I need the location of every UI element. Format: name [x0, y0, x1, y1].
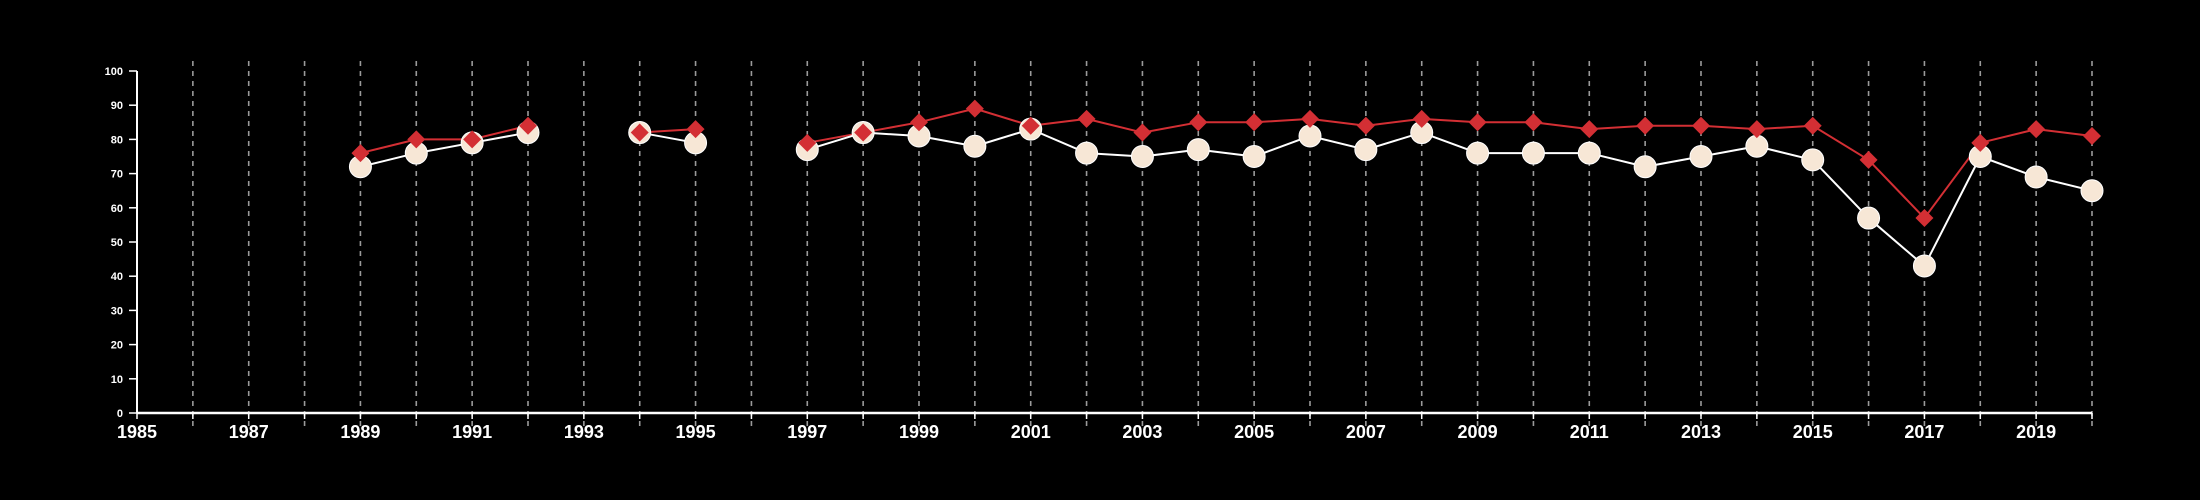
diamond-point-2009	[1468, 113, 1487, 132]
circle-point-2006	[1298, 124, 1322, 148]
x-tick-label-2003: 2003	[1122, 422, 1162, 442]
diamond-point-2014	[1747, 120, 1766, 139]
x-tick-label-2007: 2007	[1346, 422, 1386, 442]
y-tick-label-50: 50	[111, 237, 123, 249]
series-layer	[348, 99, 2104, 278]
diamond-point-2003	[1133, 123, 1152, 142]
diamond-point-2015	[1803, 116, 1822, 135]
series-1-line-segment	[806, 128, 2093, 267]
y-tick-label-70: 70	[111, 169, 123, 181]
circle-point-2020	[2080, 179, 2104, 203]
x-tick-label-2013: 2013	[1681, 422, 1721, 442]
circle-point-2012	[1633, 155, 1657, 179]
diamond-point-2011	[1580, 120, 1599, 139]
series-1-line-segment	[360, 131, 529, 168]
diamond-point-2013	[1692, 116, 1710, 135]
diamond-point-1991	[463, 130, 482, 149]
diamond-point-1990	[407, 130, 426, 149]
diamond-point-2012	[1636, 116, 1655, 135]
x-tick-label-1987: 1987	[229, 422, 269, 442]
diamond-point-2010	[1524, 113, 1543, 132]
diamond-point-2004	[1189, 113, 1208, 132]
circle-point-2004	[1186, 138, 1210, 162]
x-tick-label-1985: 1985	[117, 422, 157, 442]
diamond-point-1995	[686, 120, 705, 139]
diamond-point-2008	[1412, 109, 1431, 128]
axes: 0 10 20 30 40 50 60 70 80 90 100 1985 1987 1989 1991 19…	[105, 66, 2093, 442]
y-tick-label-0: 0	[117, 408, 123, 420]
y-tick-label-10: 10	[111, 374, 123, 386]
circle-point-2002	[1075, 141, 1099, 165]
diamond-point-1998	[854, 123, 873, 142]
circle-point-2009	[1466, 141, 1490, 165]
circle-point-2015	[1801, 148, 1825, 172]
x-tick-label-2019: 2019	[2016, 422, 2056, 442]
diamond-point-2018	[1971, 133, 1990, 152]
diamond-point-2020	[2083, 126, 2101, 145]
diamond-point-2000	[965, 99, 984, 118]
y-tick-label-60: 60	[111, 203, 123, 215]
diamond-point-2019	[2027, 120, 2046, 139]
diamond-point-2017	[1915, 209, 1934, 228]
diamond-point-2002	[1077, 109, 1096, 128]
diamond-point-1997	[798, 133, 817, 152]
diamond-point-2005	[1245, 113, 1264, 132]
circle-point-2000	[963, 134, 987, 158]
circle-point-2005	[1242, 145, 1266, 168]
x-tick-label-1997: 1997	[787, 422, 827, 442]
x-tick-label-1989: 1989	[340, 422, 380, 442]
x-tick-label-2017: 2017	[1904, 422, 1944, 442]
diamond-point-2016	[1859, 150, 1878, 169]
diamond-point-1989	[351, 144, 370, 163]
circle-point-2013	[1689, 145, 1713, 168]
diamond-point-1999	[910, 113, 928, 132]
y-tick-label-80: 80	[111, 134, 123, 146]
y-tick-label-100: 100	[105, 66, 123, 78]
grid-lines	[192, 61, 2093, 429]
circle-point-2017	[1912, 254, 1936, 278]
x-tick-label-2005: 2005	[1234, 422, 1274, 442]
x-tick-label-1993: 1993	[564, 422, 604, 442]
circle-point-2007	[1354, 138, 1378, 162]
circle-point-2010	[1521, 141, 1545, 165]
y-tick-label-30: 30	[111, 305, 123, 317]
y-tick-label-40: 40	[111, 271, 123, 283]
y-tick-label-90: 90	[111, 100, 123, 112]
series-0-line-segment	[360, 124, 529, 155]
x-tick-label-2015: 2015	[1793, 422, 1833, 442]
diamond-point-1992	[519, 116, 537, 135]
circle-point-2003	[1130, 145, 1154, 168]
diamond-point-2001	[1021, 116, 1040, 135]
x-tick-label-2011: 2011	[1570, 422, 1609, 442]
y-tick-label-20: 20	[111, 340, 123, 352]
diamond-point-2006	[1301, 109, 1319, 128]
x-tick-label-2009: 2009	[1458, 422, 1498, 442]
series-0-line-segment	[807, 107, 2093, 220]
x-tick-label-1995: 1995	[676, 422, 716, 442]
diamond-point-1994	[630, 123, 649, 142]
circle-point-2011	[1577, 141, 1601, 165]
x-tick-label-2001: 2001	[1011, 422, 1051, 442]
x-tick-label-1999: 1999	[899, 422, 939, 442]
circle-point-2019	[2024, 165, 2048, 189]
circle-point-2016	[1857, 206, 1881, 230]
diamond-point-2007	[1356, 116, 1375, 135]
x-tick-label-1991: 1991	[452, 422, 492, 442]
circle-point-2014	[1745, 134, 1769, 158]
